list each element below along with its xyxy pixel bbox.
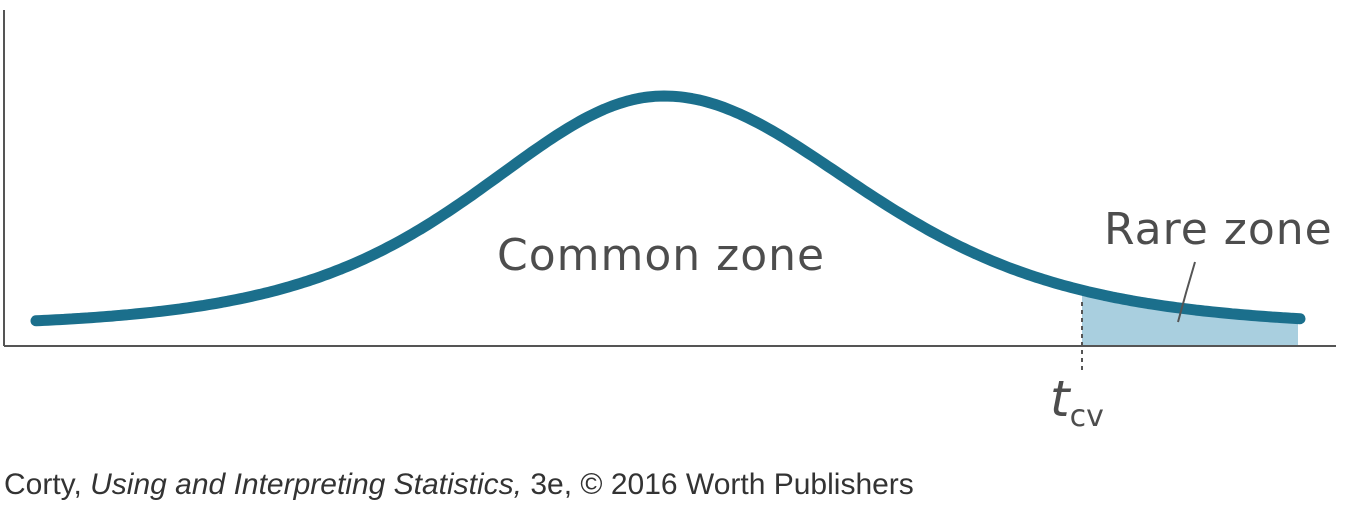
bell-curve (30, 90, 1306, 327)
common-zone-label: Common zone (497, 230, 825, 281)
critical-value-subscript: cv (1070, 399, 1104, 434)
copyright-credit: Corty, Using and Interpreting Statistics… (4, 470, 914, 500)
t-distribution-diagram: Common zone Rare zone tcv (3, 10, 1336, 434)
credit-author: Corty, (4, 468, 82, 501)
rare-zone-label: Rare zone (1104, 204, 1333, 255)
rare-zone-pointer (1177, 261, 1196, 323)
credit-edition: 3e, © 2016 Worth Publishers (530, 468, 914, 501)
credit-book-title: Using and Interpreting Statistics, (90, 468, 523, 501)
critical-value-label: tcv (1050, 370, 1104, 434)
critical-value-symbol: t (1050, 370, 1072, 428)
